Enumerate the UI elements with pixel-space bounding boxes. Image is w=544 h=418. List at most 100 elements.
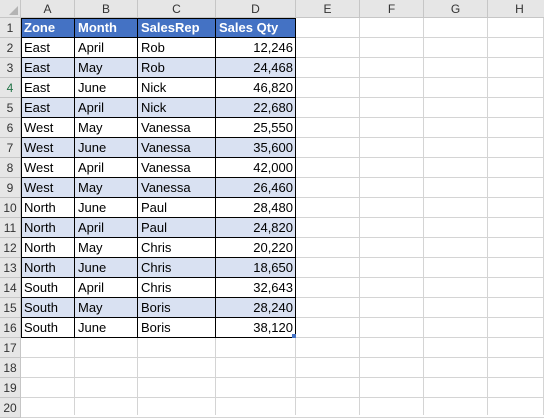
table-cell[interactable]: June xyxy=(78,320,107,335)
table-cell[interactable]: 38,120 xyxy=(253,320,293,335)
table-cell[interactable]: Nick xyxy=(141,80,167,95)
table-cell[interactable]: June xyxy=(75,258,138,278)
column-header-c[interactable]: C xyxy=(138,0,216,18)
row-header-4[interactable]: 4 xyxy=(0,78,21,98)
table-cell[interactable]: May xyxy=(75,178,138,198)
select-all-button[interactable] xyxy=(0,0,21,18)
table-inner-horizontal-border xyxy=(21,237,296,238)
table-cell[interactable]: East xyxy=(24,40,51,55)
table-cell[interactable]: Chris xyxy=(138,258,216,278)
table-cell[interactable]: 35,600 xyxy=(216,138,296,158)
column-header-b[interactable]: B xyxy=(75,0,138,18)
table-cell[interactable]: South xyxy=(24,320,58,335)
table-cell[interactable]: May xyxy=(75,58,138,78)
table-cell[interactable]: Paul xyxy=(138,218,216,238)
table-cell[interactable]: West xyxy=(24,120,54,135)
column-header-g[interactable]: G xyxy=(424,0,488,18)
table-cell[interactable]: April xyxy=(75,218,138,238)
table-cell[interactable]: North xyxy=(24,200,56,215)
row-header-3[interactable]: 3 xyxy=(0,58,21,78)
table-cell[interactable]: West xyxy=(24,160,54,175)
table-cell[interactable]: April xyxy=(75,98,138,118)
row-header-5[interactable]: 5 xyxy=(0,98,21,118)
table-cell[interactable]: East xyxy=(24,80,51,95)
table-cell[interactable]: Paul xyxy=(141,200,168,215)
table-cell[interactable]: 28,240 xyxy=(216,298,296,318)
table-cell[interactable]: April xyxy=(78,280,105,295)
table-cell[interactable]: East xyxy=(21,98,75,118)
gridline-vertical xyxy=(487,18,488,415)
row-header-16[interactable]: 16 xyxy=(0,318,21,338)
table-cell[interactable]: Rob xyxy=(138,58,216,78)
column-header-e[interactable]: E xyxy=(296,0,360,18)
row-header-14[interactable]: 14 xyxy=(0,278,21,298)
row-header-2[interactable]: 2 xyxy=(0,38,21,58)
table-cell[interactable]: May xyxy=(78,240,103,255)
table-cell[interactable]: Boris xyxy=(138,298,216,318)
table-cell[interactable]: Boris xyxy=(141,320,171,335)
table-cell[interactable]: 24,820 xyxy=(216,218,296,238)
row-header-6[interactable]: 6 xyxy=(0,118,21,138)
table-cell[interactable]: June xyxy=(78,200,107,215)
table-cell[interactable]: North xyxy=(21,258,75,278)
table-cell[interactable]: South xyxy=(24,280,58,295)
table-cell[interactable]: 26,460 xyxy=(216,178,296,198)
table-cell[interactable]: 32,643 xyxy=(253,280,293,295)
table-cell[interactable]: 22,680 xyxy=(216,98,296,118)
table-cell[interactable]: 20,220 xyxy=(253,240,293,255)
table-cell[interactable]: 42,000 xyxy=(253,160,293,175)
table-cell[interactable]: West xyxy=(21,178,75,198)
row-header-8[interactable]: 8 xyxy=(0,158,21,178)
table-cell[interactable]: West xyxy=(21,138,75,158)
row-header-1[interactable]: 1 xyxy=(0,18,21,38)
table-header-cell[interactable]: Zone xyxy=(21,18,75,38)
table-resize-handle[interactable] xyxy=(292,334,296,338)
column-header-a[interactable]: A xyxy=(21,0,75,18)
row-header-11[interactable]: 11 xyxy=(0,218,21,238)
table-cell[interactable]: 25,550 xyxy=(253,120,293,135)
table-inner-horizontal-border xyxy=(21,97,296,98)
table-inner-horizontal-border xyxy=(21,157,296,158)
table-header-cell[interactable]: SalesRep xyxy=(138,18,216,38)
column-header-f[interactable]: F xyxy=(360,0,424,18)
table-cell[interactable]: June xyxy=(75,138,138,158)
row-header-19[interactable]: 19 xyxy=(0,378,21,398)
table-cell[interactable]: Chris xyxy=(141,240,172,255)
table-cell[interactable]: Nick xyxy=(138,98,216,118)
row-header-7[interactable]: 7 xyxy=(0,138,21,158)
table-cell[interactable]: May xyxy=(78,120,103,135)
table-header-cell[interactable]: Sales Qty xyxy=(216,18,296,38)
gridline-horizontal xyxy=(21,397,544,398)
table-cell[interactable]: June xyxy=(78,80,107,95)
column-header-h[interactable]: H xyxy=(488,0,544,18)
table-cell[interactable]: April xyxy=(78,160,105,175)
table-cell[interactable]: Chris xyxy=(141,280,172,295)
table-cell[interactable]: Vanessa xyxy=(141,120,191,135)
table-cell[interactable]: 24,468 xyxy=(216,58,296,78)
row-header-15[interactable]: 15 xyxy=(0,298,21,318)
row-header-17[interactable]: 17 xyxy=(0,338,21,358)
table-cell[interactable]: April xyxy=(78,40,105,55)
table-cell[interactable]: 18,650 xyxy=(216,258,296,278)
table-cell[interactable]: 28,480 xyxy=(253,200,293,215)
table-cell[interactable]: 12,246 xyxy=(253,40,293,55)
table-cell[interactable]: Vanessa xyxy=(141,160,191,175)
table-cell[interactable]: 46,820 xyxy=(253,80,293,95)
table-cell[interactable]: Rob xyxy=(141,40,165,55)
row-header-18[interactable]: 18 xyxy=(0,358,21,378)
table-cell[interactable]: North xyxy=(24,240,56,255)
table-cell[interactable]: May xyxy=(75,298,138,318)
table-header-cell[interactable]: Month xyxy=(75,18,138,38)
row-header-9[interactable]: 9 xyxy=(0,178,21,198)
row-header-12[interactable]: 12 xyxy=(0,238,21,258)
table-cell[interactable]: Vanessa xyxy=(138,178,216,198)
table-cell[interactable]: South xyxy=(21,298,75,318)
row-header-13[interactable]: 13 xyxy=(0,258,21,278)
table-cell[interactable]: East xyxy=(21,58,75,78)
column-header-d[interactable]: D xyxy=(216,0,296,18)
row-header-10[interactable]: 10 xyxy=(0,198,21,218)
table-cell[interactable]: North xyxy=(21,218,75,238)
table-inner-horizontal-border xyxy=(21,137,296,138)
row-header-20[interactable]: 20 xyxy=(0,398,21,418)
table-cell[interactable]: Vanessa xyxy=(138,138,216,158)
